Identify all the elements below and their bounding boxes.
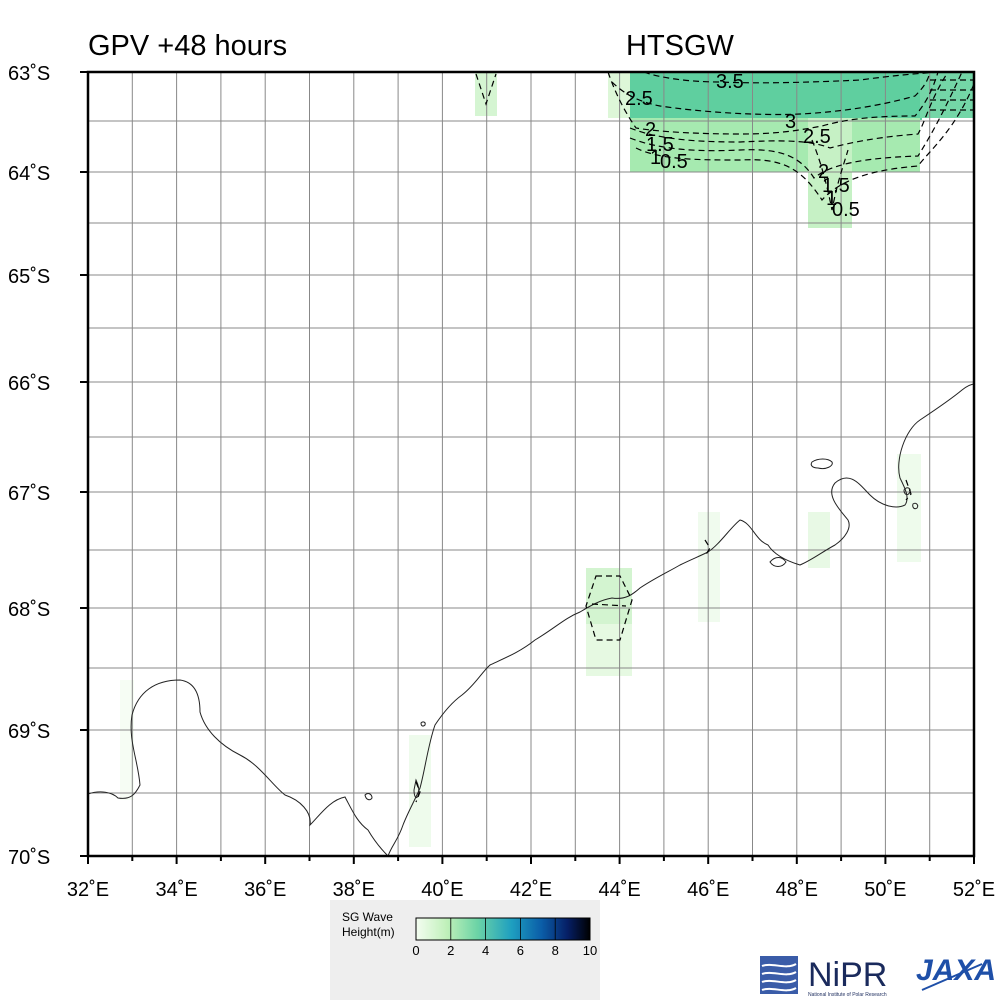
contour-label: 3 xyxy=(785,111,796,133)
lon-label: 34˚E xyxy=(155,879,197,900)
nipr-logo-subtitle: National Institute of Polar Research xyxy=(808,992,887,998)
legend-tick-label: 0 xyxy=(412,943,419,958)
legend-colorbar: 0 2 4 6 8 10 xyxy=(412,917,597,958)
coastline xyxy=(87,383,976,857)
nipr-emblem-icon xyxy=(760,956,798,994)
legend-tick-label: 10 xyxy=(583,943,597,958)
lon-label: 32˚E xyxy=(67,879,109,900)
lat-label: 64˚S xyxy=(8,163,50,185)
lon-label: 46˚E xyxy=(687,879,729,900)
contour-label: 2 xyxy=(645,119,656,141)
legend-tick-label: 6 xyxy=(517,943,524,958)
contour-label: 1.5 xyxy=(646,134,674,156)
legend-tick-label: 8 xyxy=(552,943,559,958)
contour-label: 2 xyxy=(818,161,829,183)
lon-label: 50˚E xyxy=(864,879,906,900)
contour-label: 2.5 xyxy=(803,126,831,148)
lat-label: 68˚S xyxy=(8,599,50,621)
longitude-labels: 32˚E 34˚E 36˚E 38˚E 40˚E 42˚E 44˚E 46˚E 48˚E 50˚E… xyxy=(67,879,995,900)
contour-label: 1 xyxy=(826,188,837,210)
wave-height-map: 3.52.532.521.510.5 21.510.5 63˚S64˚S65˚S6… xyxy=(8,63,995,900)
jaxa-logo-text: JAXA xyxy=(916,954,996,987)
nipr-logo: NiPR National Institute of Polar Researc… xyxy=(758,952,908,998)
legend-tick-label: 4 xyxy=(482,943,489,958)
map-title-left: GPV +48 hours xyxy=(88,30,288,62)
wave-height-shading xyxy=(120,72,974,847)
lon-label: 48˚E xyxy=(776,879,818,900)
lat-label: 66˚S xyxy=(8,373,50,395)
contour-label: 1 xyxy=(650,147,661,169)
legend-title: SG Wave Height(m) xyxy=(342,910,395,940)
lat-label: 69˚S xyxy=(8,721,50,743)
lat-label: 63˚S xyxy=(8,63,50,85)
contour-label: 0.5 xyxy=(660,151,688,173)
map-title-right: HTSGW xyxy=(626,30,734,62)
lon-label: 36˚E xyxy=(244,879,286,900)
legend: SG Wave Height(m) 0 2 4 6 8 10 xyxy=(330,900,600,1000)
contour-label: 1.5 xyxy=(822,175,850,197)
lat-label: 67˚S xyxy=(8,483,50,505)
latitude-labels: 63˚S 64˚S 65˚S 66˚S 67˚S 68˚S 69˚S 70˚S xyxy=(8,63,50,869)
lon-label: 40˚E xyxy=(421,879,463,900)
lat-label: 65˚S xyxy=(8,266,50,288)
lon-label: 44˚E xyxy=(598,879,640,900)
jaxa-logo: JAXA xyxy=(912,950,1000,998)
contour-label: 3.5 xyxy=(716,71,744,93)
contour-label: 0.5 xyxy=(832,199,860,221)
contour-label: 2.5 xyxy=(625,88,653,110)
wave-height-contours xyxy=(415,71,975,803)
nipr-logo-text: NiPR xyxy=(808,956,887,994)
lon-label: 42˚E xyxy=(510,879,552,900)
contour-labels: 3.52.532.521.510.5 21.510.5 xyxy=(625,71,860,221)
legend-tick-label: 2 xyxy=(447,943,454,958)
legend-title-line1: SG Wave xyxy=(342,910,393,924)
lon-label: 52˚E xyxy=(953,879,995,900)
lon-label: 38˚E xyxy=(333,879,375,900)
map-frame xyxy=(86,70,976,858)
lat-label: 70˚S xyxy=(8,847,50,869)
legend-title-line2: Height(m) xyxy=(342,925,395,939)
